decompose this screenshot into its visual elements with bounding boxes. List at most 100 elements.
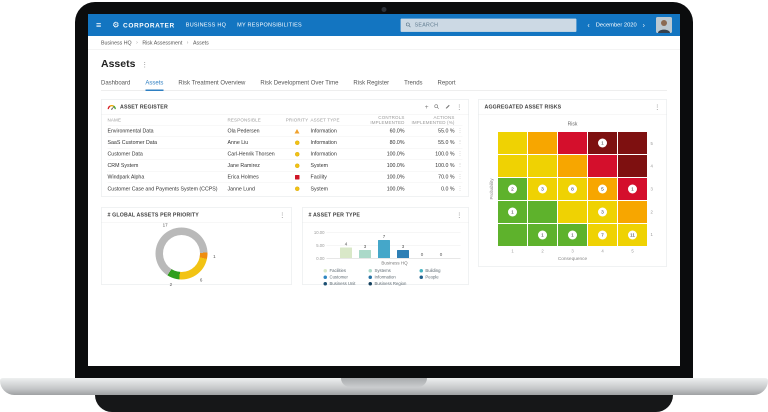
legend-item-facilities[interactable]: Facilities xyxy=(323,268,356,273)
table-row[interactable]: Customer Case and Payments System (CCPS)… xyxy=(108,183,463,195)
legend-item-customer[interactable]: Customer xyxy=(323,275,356,280)
risk-cell-p3-c2[interactable]: 3 xyxy=(528,178,557,200)
breadcrumb: Business HQ › Risk Assessment › Assets xyxy=(88,36,680,50)
risk-cell-p3-c3[interactable]: 8 xyxy=(558,178,587,200)
breadcrumb-item-risk-assessment[interactable]: Risk Assessment xyxy=(142,39,183,46)
priority-triangle-amber-icon xyxy=(294,128,300,134)
risk-cell-p4-c1[interactable] xyxy=(498,155,527,177)
breadcrumb-item-business-hq[interactable]: Business HQ xyxy=(101,39,132,46)
risk-cell-p5-c5[interactable] xyxy=(618,132,647,154)
tab-dashboard[interactable]: Dashboard xyxy=(101,79,131,86)
row-menu-icon[interactable]: ⋮ xyxy=(457,128,463,134)
legend-item-information[interactable]: Information xyxy=(368,275,406,280)
tab-risk-development-over-time[interactable]: Risk Development Over Time xyxy=(260,79,339,86)
bar-slot-customer[interactable]: 3 xyxy=(397,244,410,258)
legend-item-business-unit[interactable]: Business Unit xyxy=(323,281,355,286)
column-header-priority[interactable]: PRIORITY xyxy=(285,117,309,123)
table-row[interactable]: SaaS Customer Data Anne Liu Information 80.… xyxy=(107,137,463,149)
risk-matrix-ylabel: Probability xyxy=(489,178,494,200)
legend-item-people[interactable]: People xyxy=(419,275,440,280)
column-header-controls-implemented[interactable]: CONTROLS IMPLEMENTED xyxy=(370,114,405,125)
tab-risk-treatment-overview[interactable]: Risk Treatment Overview xyxy=(178,79,246,86)
cell-responsible: Janne Lund xyxy=(227,185,255,192)
edit-pencil-icon[interactable] xyxy=(445,104,451,110)
table-search-icon[interactable] xyxy=(434,104,440,110)
donut-segment-label: 17 xyxy=(162,222,168,228)
risk-cell-p5-c4[interactable]: 1 xyxy=(588,132,617,154)
tab-trends[interactable]: Trends xyxy=(404,79,423,86)
risk-cell-p1-c1[interactable] xyxy=(498,224,527,246)
tab-report[interactable]: Report xyxy=(437,79,456,86)
risk-cell-p2-c1[interactable]: 1 xyxy=(498,201,527,223)
bar-slot-people[interactable]: 0 xyxy=(435,252,448,258)
column-header-responsible[interactable]: RESPONSIBLE xyxy=(227,117,261,123)
risk-cell-p4-c4[interactable] xyxy=(588,155,617,177)
column-header-asset-type[interactable]: ASSET TYPE xyxy=(310,117,340,123)
bar-slot-building[interactable]: 7 xyxy=(378,234,391,258)
laptop-base xyxy=(0,378,768,395)
risk-cell-p4-c2[interactable] xyxy=(528,155,557,177)
risk-cell-p5-c3[interactable] xyxy=(558,132,587,154)
tab-bar: Dashboard Assets Risk Treatment Overview Ri… xyxy=(101,76,667,91)
matrix-xtick: 5 xyxy=(631,248,634,254)
row-menu-icon[interactable]: ⋮ xyxy=(457,185,463,192)
risk-cell-p4-c5[interactable] xyxy=(618,155,647,177)
risk-cell-p5-c1[interactable] xyxy=(498,132,527,154)
column-header-actions-implemented[interactable]: ACTIONS IMPLEMENTED (%) xyxy=(411,114,455,125)
add-asset-icon[interactable]: + xyxy=(424,103,429,111)
tab-assets[interactable]: Assets xyxy=(145,76,164,91)
panel-menu-icon[interactable]: ⋮ xyxy=(654,103,661,111)
risk-cell-p2-c3[interactable] xyxy=(558,201,587,223)
row-menu-icon[interactable]: ⋮ xyxy=(457,151,463,157)
risk-cell-p1-c4[interactable]: 7 xyxy=(588,224,617,246)
hamburger-menu-icon[interactable]: ≡ xyxy=(96,20,102,30)
chevron-right-icon[interactable]: › xyxy=(642,21,645,29)
chevron-left-icon[interactable]: ‹ xyxy=(587,21,590,29)
bar-slot-information[interactable]: 0 xyxy=(416,252,429,258)
user-avatar[interactable] xyxy=(656,17,672,33)
breadcrumb-item-assets[interactable]: Assets xyxy=(192,39,209,46)
panel-menu-icon[interactable]: ⋮ xyxy=(456,103,463,111)
bar-slot-facilities[interactable]: 4 xyxy=(340,242,353,258)
cell-asset-type: Information xyxy=(310,139,337,146)
page-menu-icon[interactable]: ⋮ xyxy=(141,60,148,68)
legend-label: Business Region xyxy=(374,281,407,286)
panel-menu-icon[interactable]: ⋮ xyxy=(279,211,286,219)
table-row[interactable]: Environmental Data Ola Pedersen Informatio… xyxy=(107,126,463,137)
risk-cell-p3-c5[interactable]: 1 xyxy=(618,178,647,200)
asset-type-bar-chart: 4 3 7 3 0 0 10.00 5.00 0.00 xyxy=(314,227,461,261)
nav-item-business-hq[interactable]: BUSINESS HQ xyxy=(185,22,227,28)
table-row[interactable]: CRM System Jane Ramirez System 100.0% 100.0 … xyxy=(107,160,463,172)
risk-cell-p2-c2[interactable] xyxy=(528,201,557,223)
table-row[interactable]: Customer Data Carl-Henrik Thorsen Informat… xyxy=(107,149,463,160)
legend-item-business-region[interactable]: Business Region xyxy=(368,281,406,286)
legend-label: Information xyxy=(374,274,396,280)
nav-item-my-responsibilities[interactable]: MY RESPONSIBILITIES xyxy=(237,22,302,28)
risk-cell-p4-c3[interactable] xyxy=(558,155,587,177)
table-row[interactable]: Windpark Alpha Erica Holmes Facility 100.0%… xyxy=(107,172,463,183)
risk-cell-p1-c5[interactable]: 11 xyxy=(618,224,647,246)
search-input[interactable] xyxy=(414,22,572,28)
tab-risk-register[interactable]: Risk Register xyxy=(353,79,390,86)
bar-slot-systems[interactable]: 3 xyxy=(359,244,372,258)
row-menu-icon[interactable]: ⋮ xyxy=(457,162,463,169)
cell-name: CRM System xyxy=(107,162,139,169)
legend-column: Building People xyxy=(419,268,441,286)
legend-item-building[interactable]: Building xyxy=(419,268,441,273)
risk-cell-p1-c3[interactable]: 1 xyxy=(558,224,587,246)
risk-cell-p2-c4[interactable]: 3 xyxy=(588,201,617,223)
legend-label: People xyxy=(425,274,439,280)
row-menu-icon[interactable]: ⋮ xyxy=(457,139,463,146)
risk-cell-p3-c1[interactable]: 2 xyxy=(498,178,527,200)
asset-per-type-title: # ASSET PER TYPE xyxy=(308,211,361,218)
row-menu-icon[interactable]: ⋮ xyxy=(457,174,463,180)
legend-item-systems[interactable]: Systems xyxy=(368,268,406,273)
cell-priority xyxy=(284,151,311,157)
risk-cell-p2-c5[interactable] xyxy=(618,201,647,223)
risk-cell-p5-c2[interactable] xyxy=(528,132,557,154)
panel-menu-icon[interactable]: ⋮ xyxy=(456,211,463,219)
column-header-name[interactable]: NAME xyxy=(107,117,122,123)
app-logo[interactable]: ⚙ CORPORATER xyxy=(112,20,175,30)
risk-cell-p1-c2[interactable]: 1 xyxy=(528,224,557,246)
risk-cell-p3-c4[interactable]: 5 xyxy=(588,178,617,200)
